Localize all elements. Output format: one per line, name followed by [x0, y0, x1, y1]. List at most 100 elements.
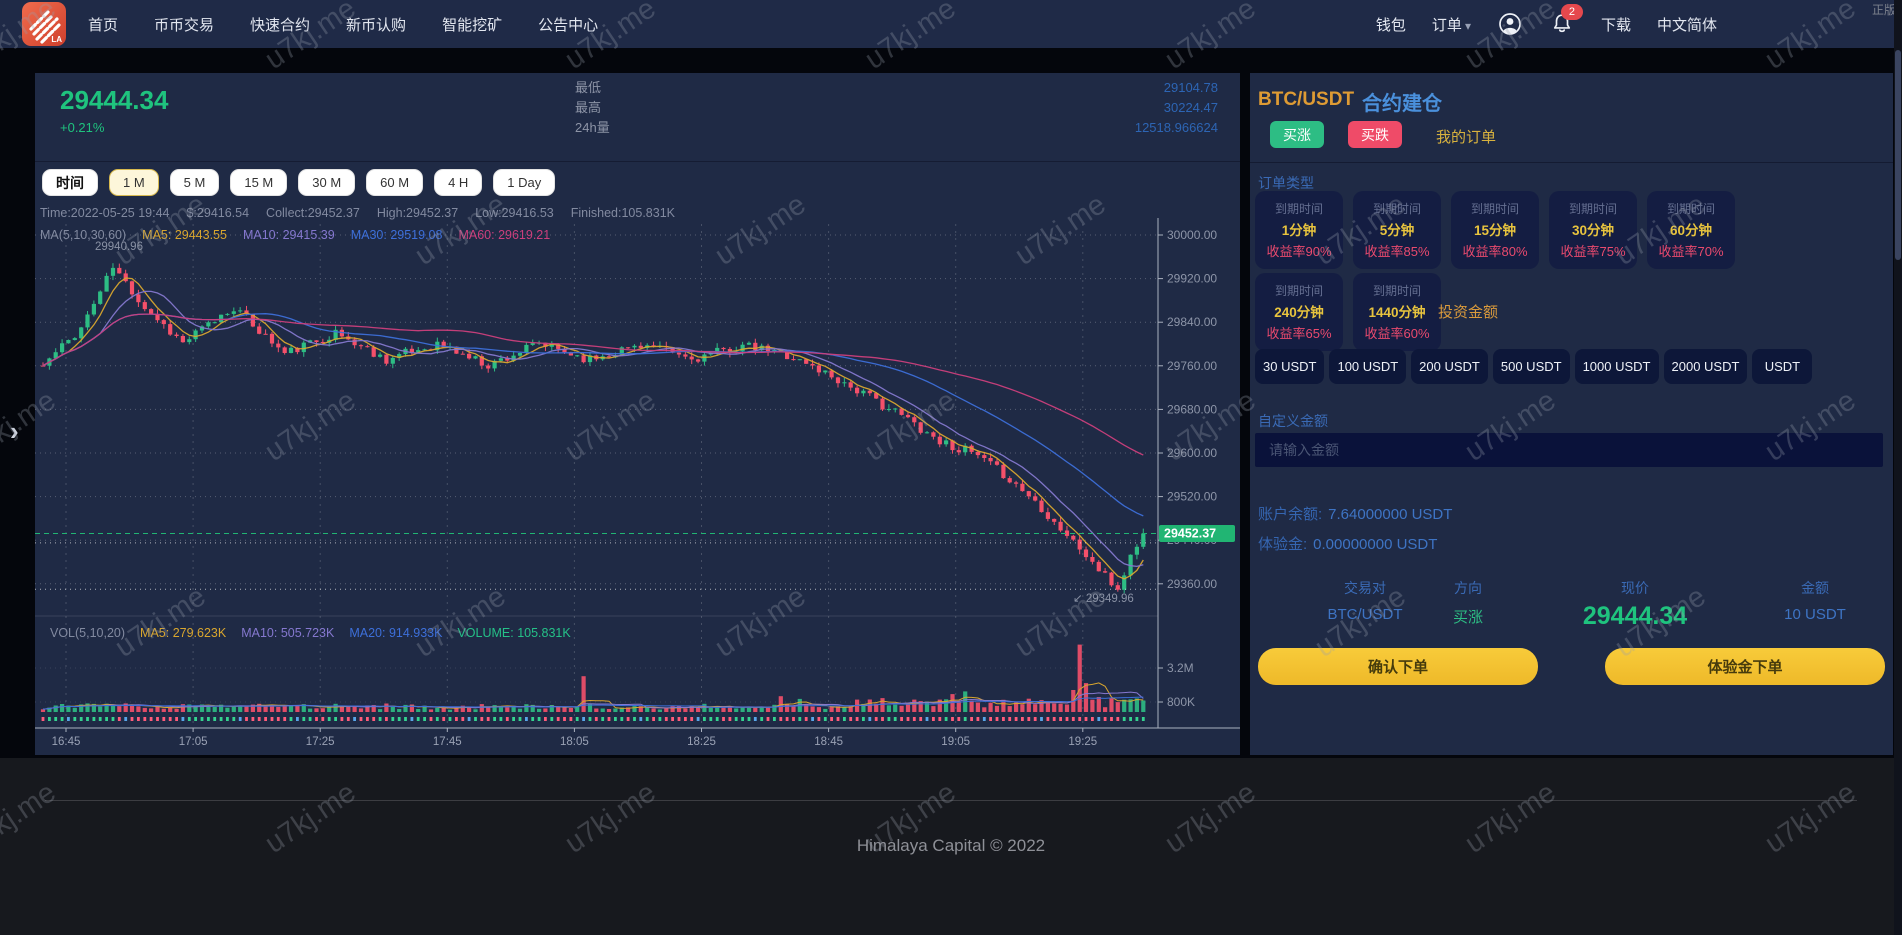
stat-row: 最高 30224.47	[575, 98, 1218, 118]
chart-area: Time:2022-05-25 19:44 $:29416.54 Collect:2…	[35, 198, 1240, 755]
summary-1: 方向 买涨	[1418, 578, 1518, 627]
my-orders-link[interactable]: 我的订单	[1436, 129, 1497, 146]
y-axis-label: 29840.00	[1167, 315, 1217, 329]
expiry-label: 到期时间	[1666, 202, 1715, 216]
amount-button-1000-usdt[interactable]: 1000 USDT	[1574, 349, 1659, 384]
candlestick-chart[interactable]: 30000.00 29920.00 29840.00 29760.00 29680.00…	[35, 198, 1240, 755]
rate-label: 收益率60%	[1364, 326, 1430, 341]
sidebar-expand-handle[interactable]: ›	[10, 416, 19, 446]
ma-config-label: MA(5,10,30,60)	[40, 228, 127, 242]
order-type-label: 订单类型	[1258, 175, 1314, 191]
volume-info-line: VOL(5,10,20) MA5: 279.623K MA10: 505.723K M…	[50, 626, 571, 640]
amount-button-30-usdt[interactable]: 30 USDT	[1255, 349, 1325, 384]
summary-3: 金额 10 USDT	[1755, 578, 1875, 623]
order-type-card-1分钟[interactable]: 到期时间 1分钟 收益率90%	[1255, 191, 1343, 269]
amount-input[interactable]	[1255, 433, 1883, 467]
y-axis-label: 29760.00	[1167, 359, 1217, 373]
balance-label: 账户余额:	[1258, 506, 1323, 523]
summary-label: 金额	[1801, 580, 1829, 596]
scrollbar-thumb[interactable]	[1895, 50, 1901, 260]
last-price-tag: 29452.37	[1164, 526, 1216, 540]
trial-order-button[interactable]: 体验金下单	[1605, 648, 1885, 685]
order-pair-label: BTC/USDT	[1258, 89, 1355, 110]
interval-button-1m[interactable]: 1 M	[109, 169, 159, 196]
order-type-card-30分钟[interactable]: 到期时间 30分钟 收益率75%	[1549, 191, 1637, 269]
order-type-card-15分钟[interactable]: 到期时间 15分钟 收益率80%	[1451, 191, 1539, 269]
account-button[interactable]	[1497, 11, 1523, 37]
order-type-card-240分钟[interactable]: 到期时间 240分钟 收益率65%	[1255, 273, 1343, 351]
buy-up-button[interactable]: 买涨	[1270, 121, 1324, 148]
interval-button-4h[interactable]: 4 H	[434, 169, 483, 196]
x-axis-label: 19:05	[941, 736, 970, 748]
orders-link[interactable]: 订单 ▾	[1431, 16, 1471, 34]
order-summary: 交易对 BTC/USDT 方向 买涨 现价 29444.34 金额 10 USDT	[1250, 578, 1893, 633]
summary-value: 10 USDT	[1784, 606, 1846, 623]
amount-button-usdt[interactable]: USDT	[1752, 349, 1813, 384]
vol-config-label: VOL(5,10,20)	[50, 626, 126, 640]
order-type-card-1440分钟[interactable]: 到期时间 1440分钟 收益率60%	[1353, 273, 1441, 351]
notification-badge: 2	[1560, 4, 1583, 20]
summary-label: 现价	[1621, 580, 1649, 596]
nav-item-2[interactable]: 快速合约	[250, 16, 311, 34]
wallet-link[interactable]: 钱包	[1375, 16, 1406, 34]
nav-item-0[interactable]: 首页	[88, 16, 119, 34]
interval-time-button[interactable]: 时间	[42, 169, 98, 196]
expiry-label: 到期时间	[1568, 202, 1617, 216]
chart-info-item: Finished:105.831K	[570, 206, 675, 220]
interval-button-60m[interactable]: 60 M	[366, 169, 424, 196]
chart-panel: 29444.34 +0.21% 最低 29104.78 最高 30224.47 24h量…	[35, 73, 1240, 755]
amount-button-2000-usdt[interactable]: 2000 USDT	[1663, 349, 1748, 384]
trial-label: 体验金:	[1258, 536, 1308, 553]
notifications-button[interactable]: 2	[1549, 4, 1583, 37]
chevron-down-icon: ▾	[1464, 18, 1471, 33]
interval-button-1day[interactable]: 1 Day	[493, 169, 556, 196]
nav-item-1[interactable]: 币币交易	[154, 16, 215, 34]
x-axis-label: 19:25	[1068, 736, 1097, 748]
confirm-order-button[interactable]: 确认下单	[1258, 648, 1538, 685]
account-balance: 账户余额: 7.64000000 USDT	[1258, 503, 1452, 524]
x-axis-label: 18:05	[560, 736, 589, 748]
order-type-row-1: 到期时间 1分钟 收益率90% 到期时间 5分钟 收益率85% 到期时间 15分钟 收益率80%…	[1255, 191, 1735, 269]
x-axis-label: 17:45	[433, 736, 462, 748]
chart-info-item: $:29416.54	[186, 206, 250, 220]
chart-info-item: Time:2022-05-25 19:44	[40, 206, 170, 220]
rate-label: 收益率65%	[1266, 326, 1332, 341]
amount-button-200-usdt[interactable]: 200 USDT	[1411, 349, 1488, 384]
order-panel: BTC/USDT 合约建仓 买涨 买跌 我的订单 订单类型 到期时间 1分钟 收益率…	[1250, 73, 1893, 755]
amount-button-500-usdt[interactable]: 500 USDT	[1492, 349, 1570, 384]
duration-label: 1分钟	[1281, 223, 1317, 238]
interval-button-15m[interactable]: 15 M	[230, 169, 288, 196]
chart-info-line2: MA(5,10,30,60) MA5: 29443.55 MA10: 29415.3…	[40, 228, 550, 242]
language-selector[interactable]: 中文简体	[1656, 16, 1717, 34]
nav-item-3[interactable]: 新币认购	[346, 16, 407, 34]
nav-item-5[interactable]: 公告中心	[538, 16, 599, 34]
download-link[interactable]: 下载	[1600, 16, 1631, 34]
low-annotation: ↙ 29349.96	[1073, 593, 1134, 605]
app-logo[interactable]: LA	[22, 2, 66, 46]
buy-down-button[interactable]: 买跌	[1348, 121, 1402, 148]
vol-ma-value: VOLUME: 105.831K	[457, 626, 571, 640]
chart-info-line1: Time:2022-05-25 19:44 $:29416.54 Collect:2…	[40, 206, 675, 220]
footer-divider	[45, 800, 1857, 801]
order-type-card-5分钟[interactable]: 到期时间 5分钟 收益率85%	[1353, 191, 1441, 269]
interval-row: 时间 1 M 5 M 15 M 30 M 60 M 4 H 1 Day	[42, 169, 556, 196]
summary-value: 买涨	[1452, 609, 1483, 626]
interval-button-5m[interactable]: 5 M	[169, 169, 220, 196]
y-axis-label: 29600.00	[1167, 446, 1217, 460]
nav-item-4[interactable]: 智能挖矿	[442, 16, 503, 34]
summary-0: 交易对 BTC/USDT	[1310, 578, 1420, 623]
footer: Himalaya Capital © 2022	[0, 758, 1902, 935]
order-type-row-2: 到期时间 240分钟 收益率65% 到期时间 1440分钟 收益率60%	[1255, 273, 1441, 351]
interval-button-30m[interactable]: 30 M	[298, 169, 356, 196]
order-type-card-60分钟[interactable]: 到期时间 60分钟 收益率70%	[1647, 191, 1735, 269]
custom-amount-label: 自定义金额	[1258, 413, 1328, 429]
y-axis-label: 29520.00	[1167, 490, 1217, 504]
volume-axis-label: 800K	[1167, 695, 1195, 709]
x-axis-label: 18:25	[687, 736, 716, 748]
duration-label: 30分钟	[1571, 223, 1615, 238]
expiry-label: 到期时间	[1470, 202, 1519, 216]
expiry-label: 到期时间	[1372, 202, 1421, 216]
ma-value: MA30: 29519.08	[350, 228, 443, 242]
y-axis-label: 29920.00	[1167, 272, 1217, 286]
amount-button-100-usdt[interactable]: 100 USDT	[1329, 349, 1407, 384]
